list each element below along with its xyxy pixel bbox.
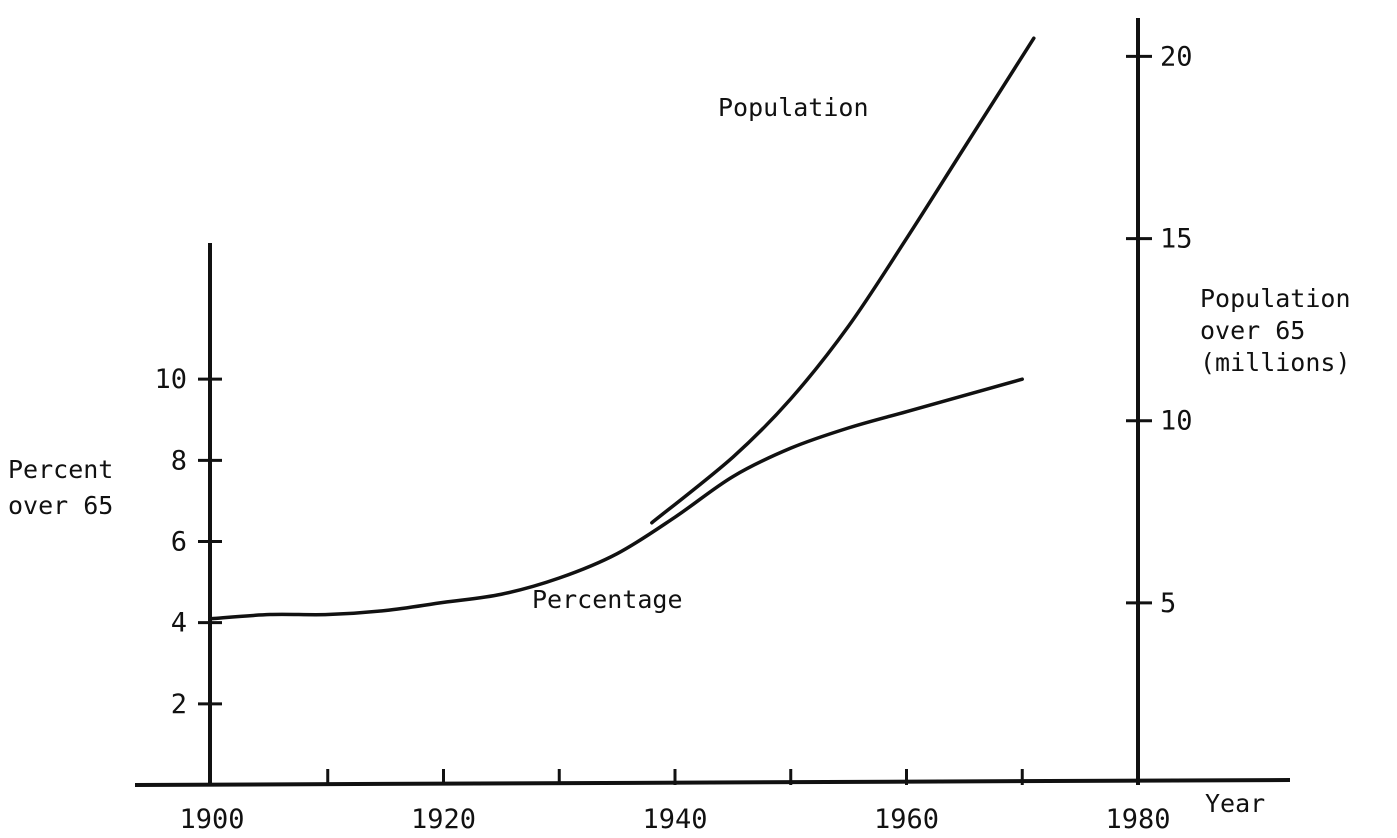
x-tick-label: 1960 bbox=[874, 804, 939, 833]
percentage-series-label: Percentage bbox=[532, 585, 683, 614]
labels-group: 1900 1920 1940 1960 1980 Year 2 4 6 8 10 Percent ove… bbox=[8, 41, 1351, 835]
left-y-tick-label: 10 bbox=[154, 364, 187, 395]
left-y-tick-label: 2 bbox=[171, 689, 187, 720]
right-y-tick-label: 5 bbox=[1160, 588, 1176, 619]
right-y-axis-title: (millions) bbox=[1200, 348, 1351, 377]
population-series-line bbox=[650, 36, 1036, 525]
percentage-series-line bbox=[210, 377, 1024, 621]
axes-group bbox=[134, 18, 1291, 787]
right-y-tick-label: 15 bbox=[1160, 224, 1193, 255]
x-tick-label: 1940 bbox=[642, 804, 707, 833]
left-y-tick-label: 8 bbox=[171, 445, 187, 476]
x-axis-line bbox=[134, 778, 1291, 787]
right-y-tick-label: 10 bbox=[1160, 406, 1193, 437]
x-tick-label: 1900 bbox=[179, 804, 244, 833]
left-y-axis-title: Percent bbox=[8, 455, 113, 484]
right-y-axis-title: Population bbox=[1200, 284, 1351, 313]
x-tick-label: 1980 bbox=[1105, 804, 1170, 833]
left-y-tick-label: 4 bbox=[171, 608, 187, 639]
x-tick-label: 1920 bbox=[411, 804, 476, 833]
series-group bbox=[210, 36, 1036, 621]
left-y-axis-title: over 65 bbox=[8, 491, 113, 520]
right-y-axis-title: over 65 bbox=[1200, 316, 1305, 345]
x-axis-title: Year bbox=[1205, 789, 1265, 818]
left-y-tick-label: 6 bbox=[171, 527, 187, 558]
right-y-tick-label: 20 bbox=[1160, 41, 1193, 72]
population-series-label: Population bbox=[718, 93, 869, 122]
